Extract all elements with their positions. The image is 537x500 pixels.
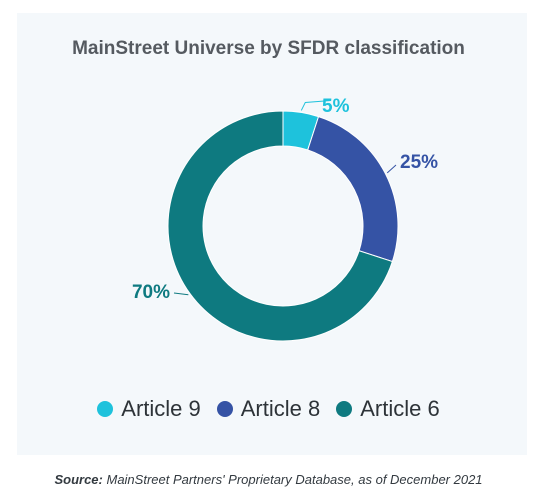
leader-line: [300, 99, 332, 111]
leader-line: [386, 164, 397, 174]
data-label: 25%: [400, 152, 438, 173]
legend-item-article-8: Article 8: [216, 396, 321, 422]
chart-title: MainStreet Universe by SFDR classificati…: [72, 38, 465, 59]
leader-line: [173, 292, 189, 296]
chart-legend: Article 9 Article 8 Article 6: [0, 396, 537, 422]
data-label: 70%: [132, 282, 170, 303]
legend-label: Article 8: [240, 396, 321, 421]
legend-item-article-6: Article 6: [336, 396, 440, 422]
chart-card: [17, 13, 527, 455]
legend-swatch: [216, 401, 233, 417]
legend-swatch: [97, 401, 114, 417]
data-label: 5%: [322, 96, 350, 117]
source-label: Source:: [54, 472, 103, 487]
source-text: MainStreet Partners' Proprietary Databas…: [106, 472, 483, 487]
legend-label: Article 9: [121, 396, 201, 421]
donut-slice-article-8: [307, 115, 399, 263]
source-note: Source: MainStreet Partners' Proprietary…: [0, 472, 537, 487]
donut-slice-article-6: [167, 110, 394, 342]
legend-label: Article 6: [360, 396, 440, 421]
legend-item-article-9: Article 9: [97, 396, 201, 422]
legend-swatch: [336, 401, 353, 417]
